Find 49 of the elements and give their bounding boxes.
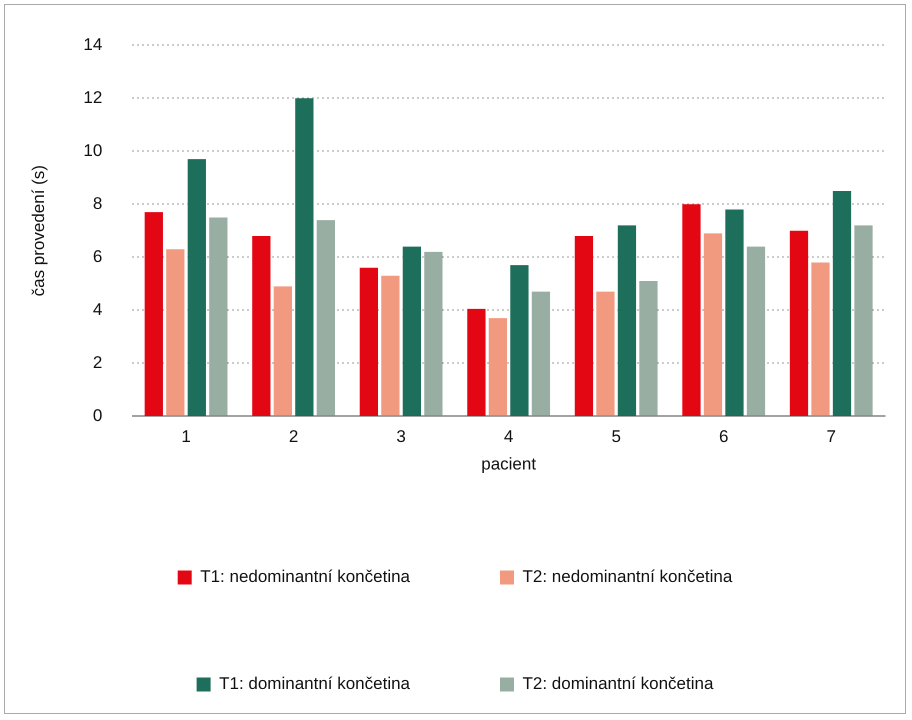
y-tick-label: 12	[83, 88, 102, 107]
bar	[166, 249, 184, 416]
bar	[811, 262, 830, 416]
bar	[467, 308, 486, 416]
bar	[360, 268, 378, 416]
bar	[854, 225, 873, 416]
bar	[510, 265, 529, 416]
bar	[532, 292, 550, 416]
bar	[402, 246, 422, 416]
x-tick-label: 1	[181, 427, 191, 446]
bar	[488, 318, 508, 416]
bar	[144, 212, 163, 416]
bar	[704, 233, 722, 416]
bar	[596, 292, 615, 416]
bar	[295, 98, 314, 416]
y-tick-label: 14	[83, 34, 102, 54]
legend-label: T1: nedominantní končetina	[200, 567, 411, 586]
bar	[682, 204, 701, 416]
bar	[274, 286, 292, 416]
bar	[252, 236, 270, 416]
bar	[725, 210, 744, 416]
y-tick-label: 10	[83, 140, 102, 160]
x-tick-label: 4	[504, 427, 514, 446]
x-axis-title: pacient	[481, 454, 536, 474]
y-tick-label: 4	[92, 300, 102, 319]
x-tick-label: 5	[611, 427, 621, 446]
legend-label: T2: dominantní končetina	[522, 674, 714, 694]
x-tick-label: 2	[288, 427, 298, 446]
bar	[424, 252, 443, 416]
x-tick-label: 6	[718, 427, 728, 446]
bar	[746, 246, 766, 416]
y-tick-label: 8	[92, 194, 102, 213]
bar	[832, 190, 852, 416]
y-tick-label: 6	[92, 246, 102, 266]
legend-label: T1: dominantní končetina	[219, 674, 411, 694]
bar	[618, 225, 636, 416]
bar	[639, 281, 658, 416]
bar	[188, 159, 206, 416]
bar	[574, 236, 594, 416]
x-tick-label: 3	[396, 427, 406, 446]
y-tick-label: 0	[92, 406, 102, 425]
bar	[316, 220, 335, 416]
bar	[381, 276, 400, 416]
bar	[209, 217, 228, 416]
bar	[790, 230, 808, 416]
y-tick-label: 2	[92, 352, 102, 372]
x-tick-label: 7	[826, 427, 836, 446]
y-axis-title: čas provedení (s)	[28, 165, 48, 296]
legend-label: T2: nedominantní končetina	[522, 567, 733, 586]
